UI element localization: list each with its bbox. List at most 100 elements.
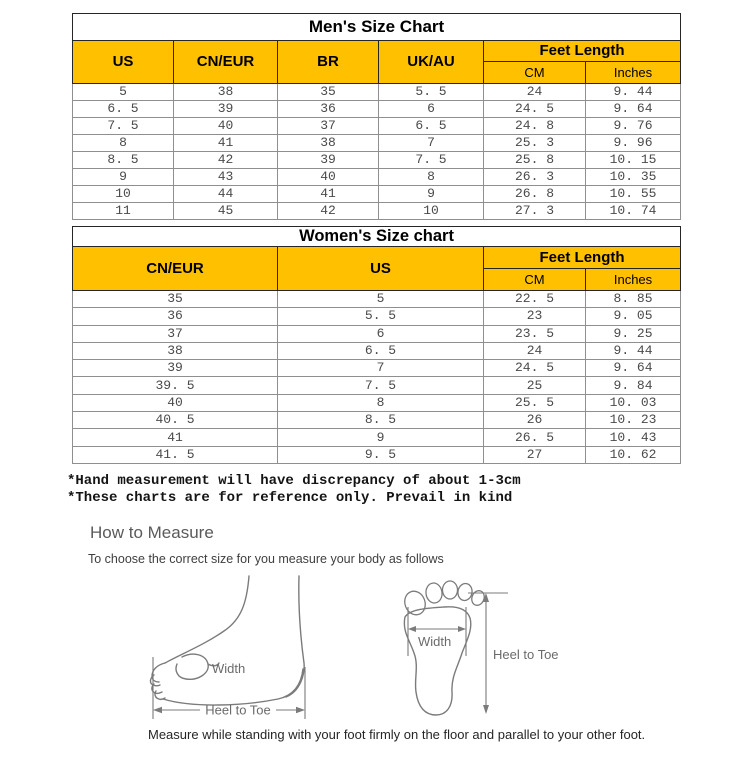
table-cell: 35 xyxy=(277,83,379,101)
table-cell: 9. 76 xyxy=(584,117,682,135)
table-cell: 26. 8 xyxy=(483,185,586,203)
side-view-heel-to-toe-label: Heel to Toe xyxy=(205,702,271,717)
womens-table-body: 35 5 22. 5 8. 85 36 5. 5 23 9. 05 37 6 23. 5 9. 25 3… xyxy=(72,289,682,464)
table-cell: 10. 62 xyxy=(584,445,682,464)
table-cell: 27 xyxy=(483,445,586,464)
table-cell: 9 xyxy=(72,168,174,186)
table-cell: 39 xyxy=(173,100,278,118)
table-cell: 42 xyxy=(277,202,379,220)
table-cell: 45 xyxy=(173,202,278,220)
measurement-diagrams: Width Heel to Toe Width xyxy=(148,573,750,721)
table-cell: 8. 5 xyxy=(277,411,484,430)
table-row: 38 6. 5 24 9. 44 xyxy=(72,341,682,361)
table-cell: 10 xyxy=(72,185,174,203)
table-cell: 35 xyxy=(72,289,278,309)
table-cell: 8. 85 xyxy=(584,289,682,309)
table-cell: 8. 5 xyxy=(72,151,174,169)
table-cell: 5 xyxy=(277,289,484,309)
sole-heel-to-toe-dimension-line xyxy=(468,592,508,714)
table-cell: 22. 5 xyxy=(483,289,586,309)
table-cell: 23 xyxy=(483,307,586,326)
table-cell: 10. 35 xyxy=(584,168,682,186)
mens-table-subheader-row: CM Inches xyxy=(73,61,682,84)
table-row: 5 38 35 5. 5 24 9. 44 xyxy=(72,83,682,101)
table-cell: 6 xyxy=(277,324,484,343)
table-cell: 26 xyxy=(483,411,586,430)
table-cell: 7 xyxy=(378,134,484,152)
foot-sole-outline xyxy=(403,580,485,716)
mens-table-title-row: Men's Size Chart xyxy=(71,13,682,41)
womens-col-header-inches: Inches xyxy=(584,268,682,291)
table-cell: 7. 5 xyxy=(378,151,484,169)
table-cell: 44 xyxy=(173,185,278,203)
table-cell: 6. 5 xyxy=(277,341,484,361)
table-cell: 25. 3 xyxy=(483,134,586,152)
mens-table-header-row: US CN/EUR BR UK/AU Feet Length xyxy=(72,40,682,84)
table-row: 9 43 40 8 26. 3 10. 35 xyxy=(72,168,682,186)
table-cell: 39. 5 xyxy=(72,376,278,395)
table-cell: 41 xyxy=(277,185,379,203)
table-cell: 37 xyxy=(72,324,278,343)
table-cell: 41. 5 xyxy=(72,445,278,464)
womens-col-header-feet-length: Feet Length xyxy=(482,246,682,269)
table-cell: 40. 5 xyxy=(72,411,278,430)
note-reference-only: *These charts are for reference only. Pr… xyxy=(67,490,513,507)
womens-size-chart-table: Women's Size chart CN/EUR US Feet Length… xyxy=(71,226,682,464)
table-cell: 5. 5 xyxy=(378,83,484,101)
table-cell: 7. 5 xyxy=(72,117,174,135)
table-cell: 10. 74 xyxy=(584,202,682,220)
table-cell: 40 xyxy=(277,168,379,186)
table-cell: 37 xyxy=(277,117,379,135)
table-cell: 23. 5 xyxy=(483,324,586,343)
sole-view-heel-to-toe-label: Heel to Toe xyxy=(493,647,559,662)
table-cell: 9. 25 xyxy=(584,324,682,343)
table-cell: 5. 5 xyxy=(277,307,484,326)
table-cell: 41 xyxy=(72,428,278,447)
mens-size-chart-table: Men's Size Chart US CN/EUR BR UK/AU Feet… xyxy=(71,13,682,220)
table-cell: 6. 5 xyxy=(72,100,174,118)
table-row: 10 44 41 9 26. 8 10. 55 xyxy=(72,185,682,203)
mens-col-header-br: BR xyxy=(277,40,379,84)
mens-col-header-cm: CM xyxy=(483,61,586,84)
womens-table-subheader-row: CM Inches xyxy=(73,268,682,291)
table-row: 39 7 24. 5 9. 64 xyxy=(72,359,682,378)
table-row: 6. 5 39 36 6 24. 5 9. 64 xyxy=(72,100,682,118)
table-row: 41. 5 9. 5 27 10. 62 xyxy=(72,445,682,464)
table-cell: 9. 44 xyxy=(584,341,682,361)
table-cell: 9 xyxy=(277,428,484,447)
mens-col-header-inches: Inches xyxy=(584,61,682,84)
foot-sole-view-diagram: Width Heel to Toe xyxy=(403,580,559,716)
table-cell: 6 xyxy=(378,100,484,118)
table-cell: 40 xyxy=(72,393,278,413)
womens-table-title-row: Women's Size chart xyxy=(71,226,682,247)
table-row: 8. 5 42 39 7. 5 25. 8 10. 15 xyxy=(72,151,682,169)
table-row: 39. 5 7. 5 25 9. 84 xyxy=(72,376,682,395)
table-cell: 8 xyxy=(378,168,484,186)
table-cell: 26. 3 xyxy=(483,168,586,186)
how-to-measure-heading: How to Measure xyxy=(90,522,214,542)
table-cell: 8 xyxy=(277,393,484,413)
table-row: 11 45 42 10 27. 3 10. 74 xyxy=(72,202,682,220)
table-cell: 38 xyxy=(277,134,379,152)
table-cell: 8 xyxy=(72,134,174,152)
table-cell: 9. 96 xyxy=(584,134,682,152)
mens-col-header-feet-length: Feet Length xyxy=(482,40,682,62)
table-cell: 9 xyxy=(378,185,484,203)
table-cell: 24 xyxy=(483,341,586,361)
heel-to-toe-dimension-line xyxy=(152,656,306,719)
table-cell: 43 xyxy=(173,168,278,186)
table-cell: 38 xyxy=(72,341,278,361)
mens-col-header-uk-au: UK/AU xyxy=(378,40,484,84)
mens-table-title: Men's Size Chart xyxy=(71,13,682,41)
table-cell: 10. 03 xyxy=(584,393,682,413)
womens-table-header-row: CN/EUR US Feet Length xyxy=(72,246,682,291)
womens-table-title: Women's Size chart xyxy=(71,226,682,247)
table-row: 8 41 38 7 25. 3 9. 96 xyxy=(72,134,682,152)
table-cell: 5 xyxy=(72,83,174,101)
mens-col-header-us: US xyxy=(72,40,174,84)
table-row: 41 9 26. 5 10. 43 xyxy=(72,428,682,447)
table-cell: 24. 5 xyxy=(483,100,586,118)
table-cell: 24. 5 xyxy=(483,359,586,378)
table-cell: 27. 3 xyxy=(483,202,586,220)
